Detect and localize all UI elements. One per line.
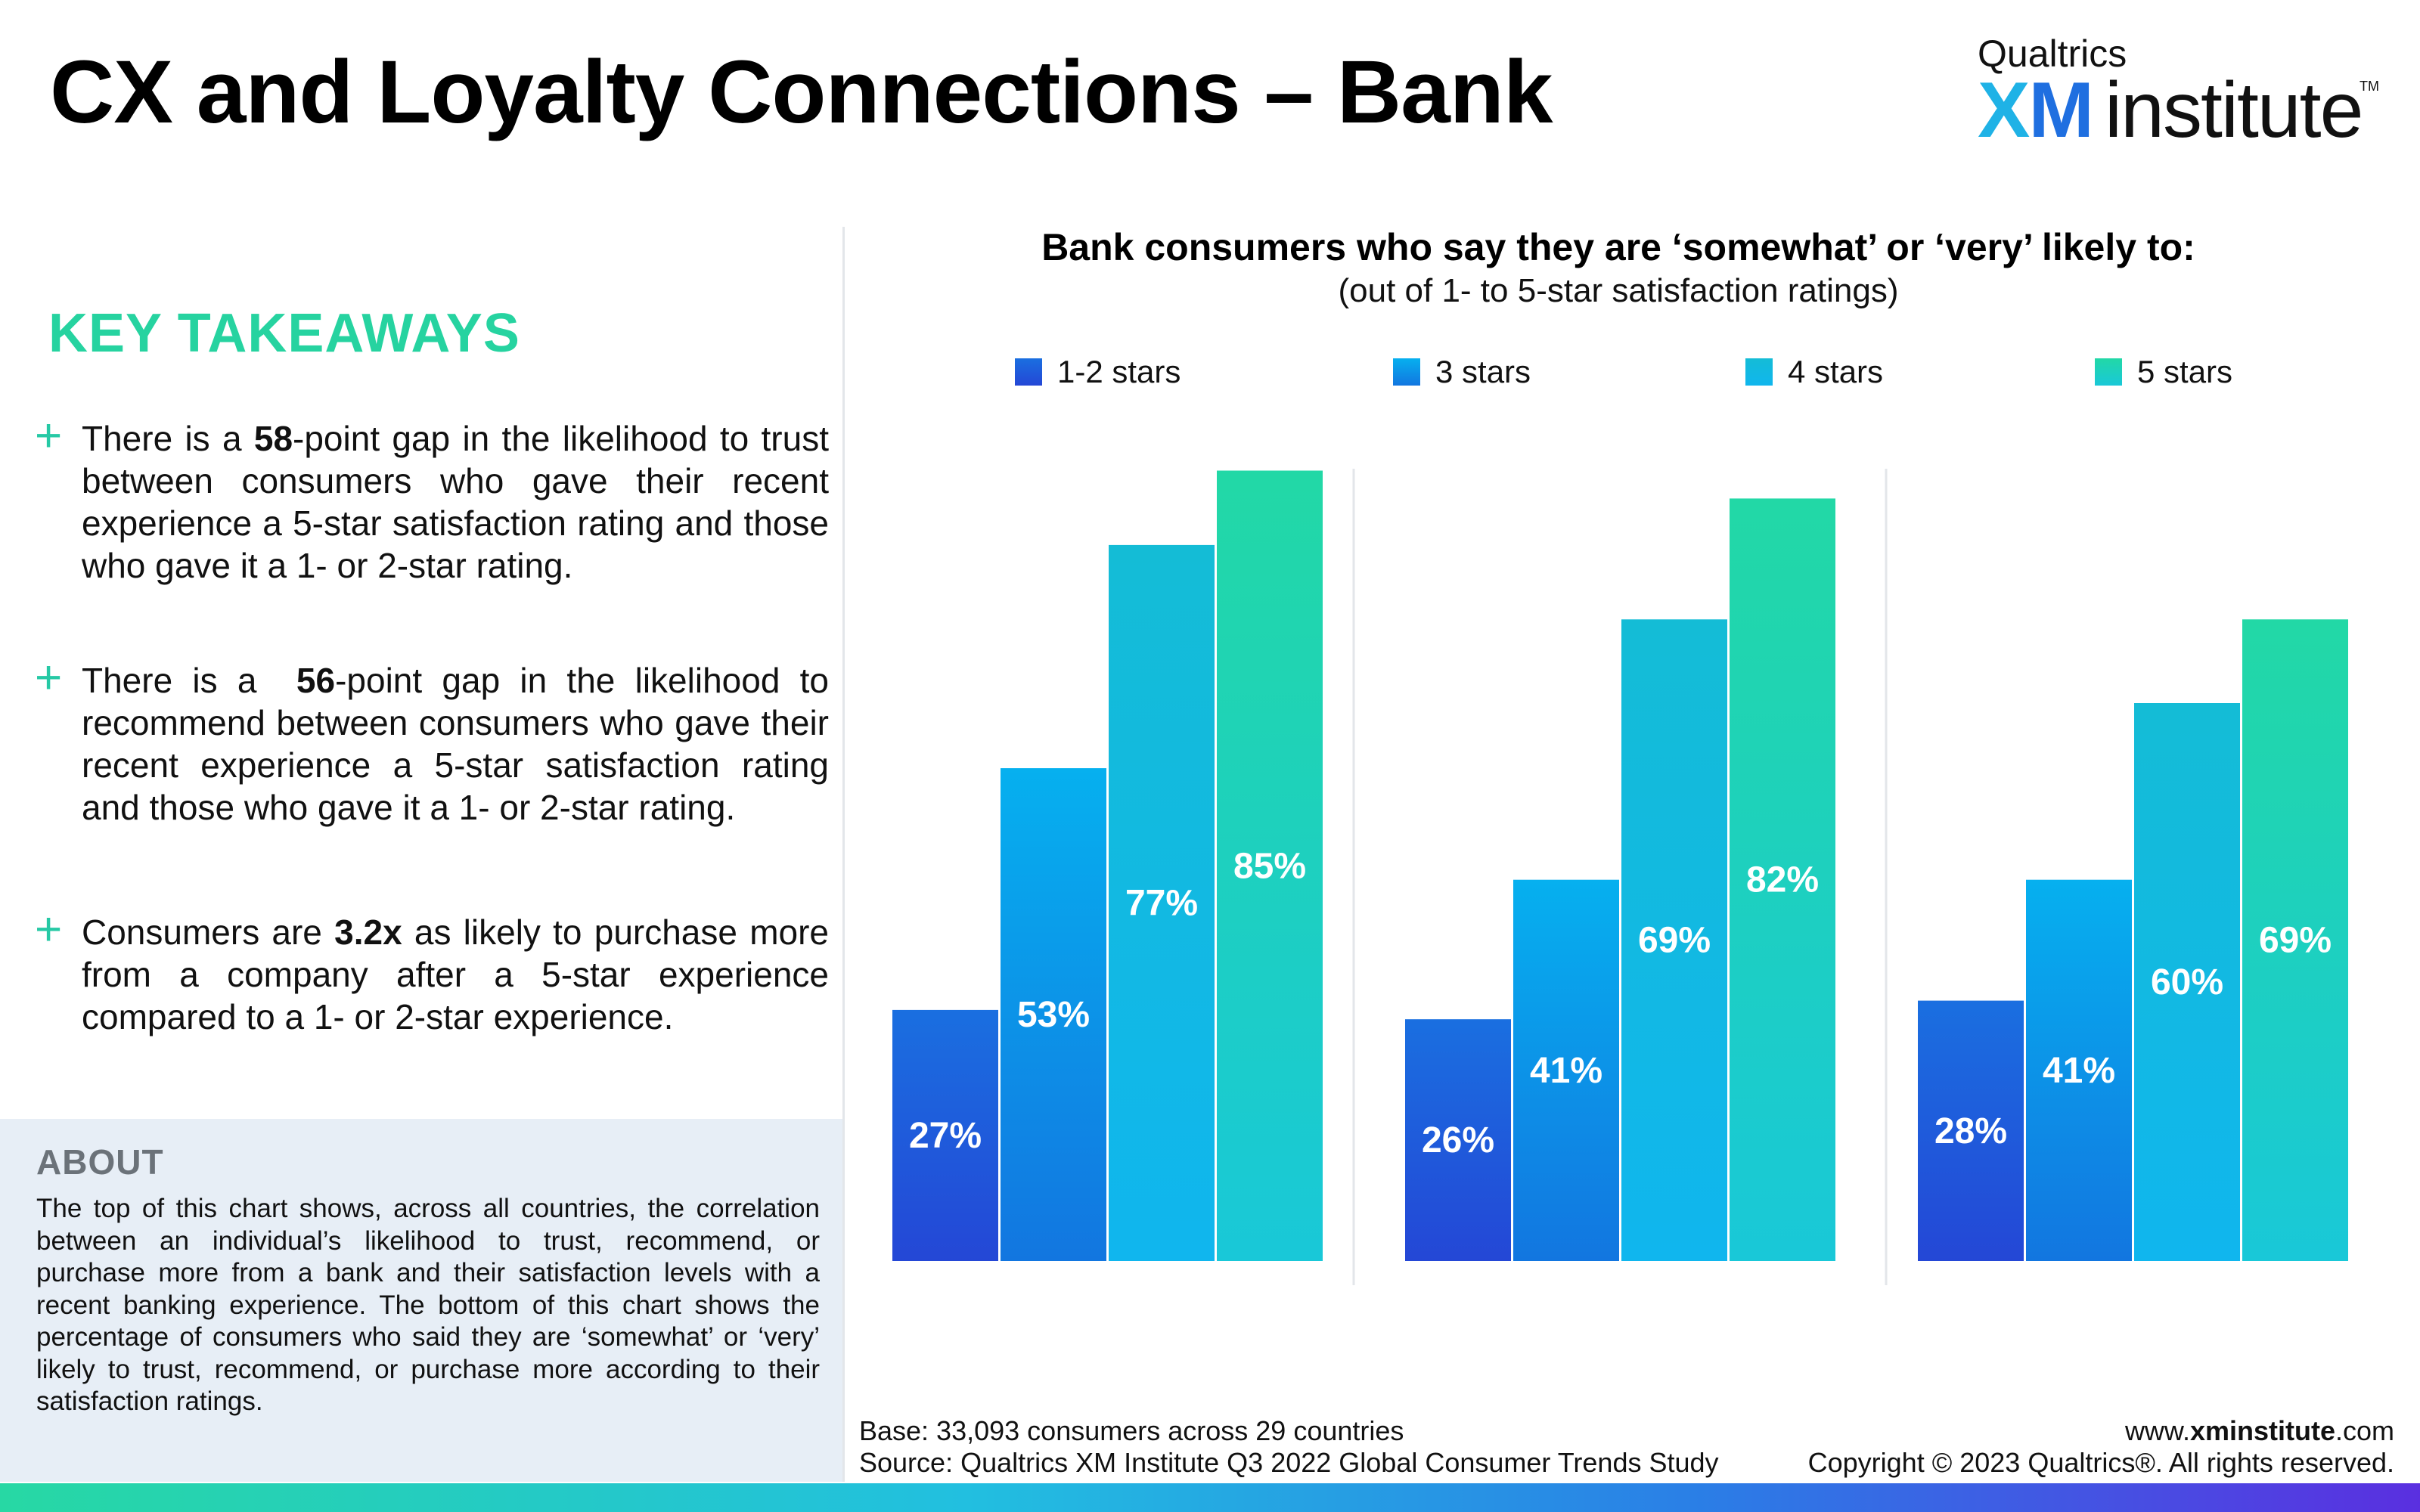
bar	[892, 1009, 998, 1261]
category-label: PURCHASE MORE	[1945, 1283, 2322, 1285]
bar	[1405, 1019, 1511, 1261]
logo-qualtrics-text: Qualtrics	[1978, 33, 2127, 75]
legend-label: 1-2 stars	[1057, 354, 1181, 389]
vertical-divider	[842, 227, 845, 1482]
bar	[2026, 879, 2132, 1261]
legend-label: 3 stars	[1435, 354, 1531, 389]
plus-icon: +	[35, 903, 63, 956]
bar	[2134, 703, 2240, 1261]
takeaway-text: There is a 58-point gap in the likelihoo…	[82, 419, 829, 585]
logo-xm-text: XM	[1978, 67, 2094, 154]
bar-data-label: 69%	[1638, 921, 1711, 961]
bar	[1918, 1000, 2024, 1261]
copyright-note: Copyright © 2023 Qualtrics®. All rights …	[1807, 1447, 2394, 1478]
legend-label: 4 stars	[1788, 354, 1883, 389]
website-link[interactable]: www.xminstitute.com	[2124, 1415, 2394, 1446]
plus-icon: +	[35, 410, 63, 462]
bar-data-label: 77%	[1125, 883, 1198, 923]
bar	[1217, 470, 1323, 1261]
page-title: CX and Loyalty Connections – Bank	[50, 42, 1553, 142]
logo-institute-text: institute	[2105, 67, 2363, 154]
chart-title: Bank consumers who say they are ‘somewha…	[1041, 226, 2195, 268]
bar-data-label: 41%	[2043, 1051, 2115, 1091]
source-note: Source: Qualtrics XM Institute Q3 2022 G…	[859, 1447, 1719, 1478]
bar-data-label: 69%	[2259, 921, 2332, 961]
footer-copyright: www.xminstitute.com Copyright © 2023 Qua…	[1808, 1415, 2394, 1479]
legend-swatch	[1393, 358, 1420, 386]
base-note: Base: 33,093 consumers across 29 countri…	[859, 1415, 1404, 1446]
bar-data-label: 60%	[2151, 962, 2223, 1002]
bar-chart: 1-2 stars 3 stars 4 stars 5 stars 27% 53% 77% 8…	[892, 354, 2348, 1285]
qualtrics-xm-institute-logo: Qualtrics XM institute TM	[1978, 32, 2379, 150]
legend-label: 5 stars	[2137, 354, 2232, 389]
bar-data-label: 85%	[1233, 846, 1306, 886]
brand-gradient-strip	[0, 1483, 2420, 1512]
legend-swatch	[1745, 358, 1773, 386]
about-text: The top of this chart shows, across all …	[36, 1194, 820, 1416]
plus-icon: +	[35, 652, 63, 704]
bar-data-label: 41%	[1530, 1051, 1602, 1091]
bar-data-label: 26%	[1422, 1120, 1494, 1160]
bar	[1109, 544, 1215, 1261]
bar	[2242, 619, 2348, 1261]
bar-data-label: 27%	[909, 1116, 982, 1156]
logo-trademark: TM	[2360, 79, 2379, 94]
bar-data-label: 28%	[1934, 1111, 2007, 1151]
category-label: RECOMMEND	[1479, 1283, 1761, 1285]
key-takeaways-title: KEY TAKEAWAYS	[48, 303, 520, 364]
takeaway-text: Consumers are 3.2x as likely to purchase…	[82, 912, 829, 1036]
bar	[1621, 619, 1727, 1261]
takeaway-text: There is a 56-point gap in the likelihoo…	[82, 661, 830, 827]
about-panel	[0, 1119, 842, 1482]
bar	[1730, 498, 1835, 1261]
footer-source: Base: 33,093 consumers across 29 countri…	[859, 1415, 1719, 1479]
bar-data-label: 82%	[1746, 860, 1819, 900]
legend-swatch	[1015, 358, 1042, 386]
legend-swatch	[2095, 358, 2122, 386]
about-title: ABOUT	[36, 1142, 164, 1182]
bar-data-label: 53%	[1017, 995, 1090, 1035]
category-label: TRUST	[1037, 1283, 1178, 1285]
bar	[1001, 768, 1106, 1261]
chart-subtitle: (out of 1- to 5-star satisfaction rating…	[1338, 272, 1899, 309]
bar	[1513, 879, 1619, 1261]
